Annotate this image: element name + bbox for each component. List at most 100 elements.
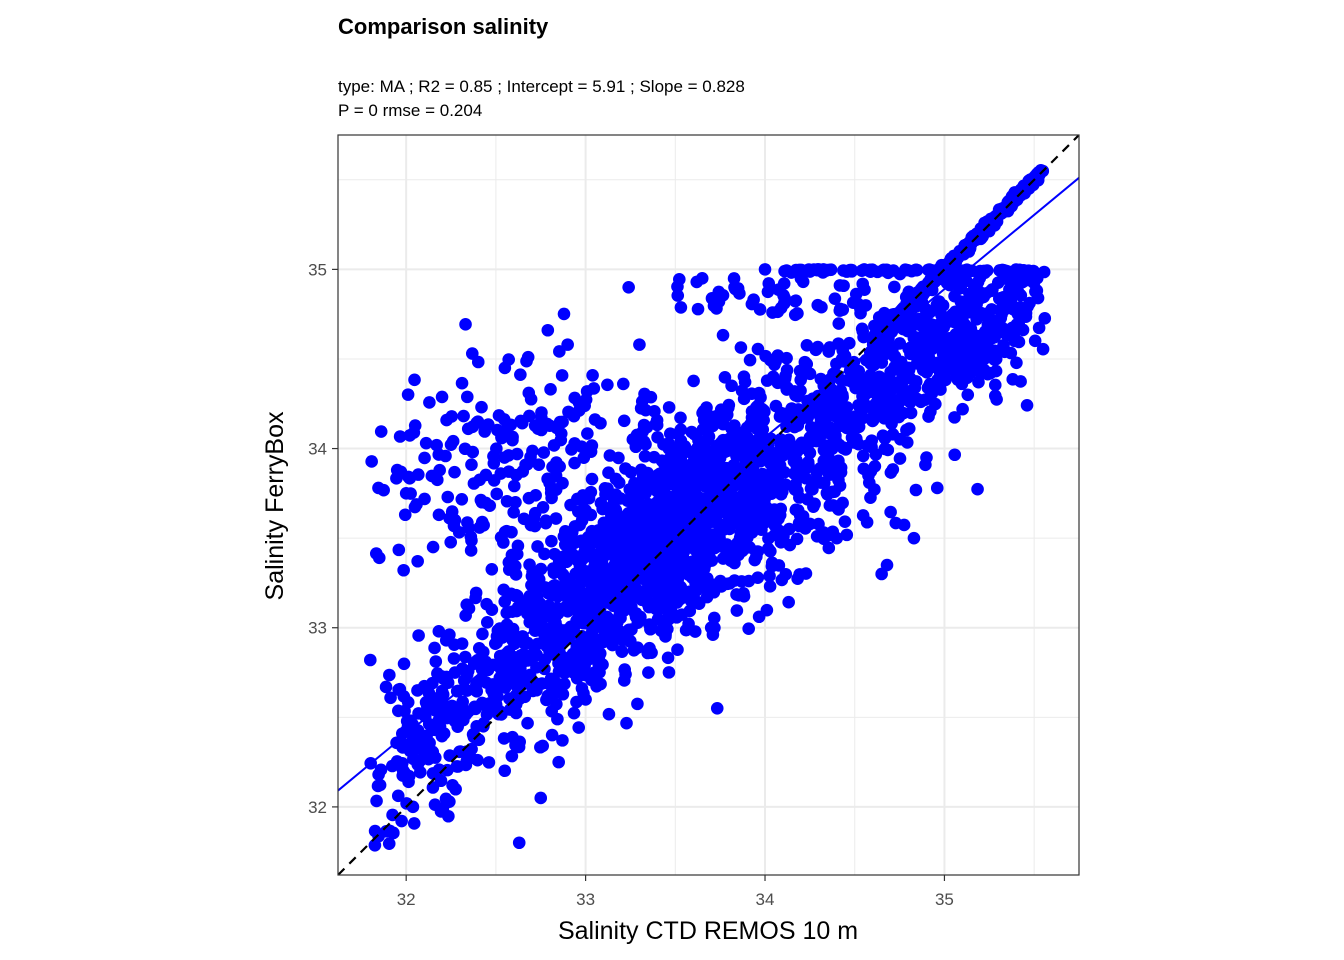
data-point (567, 706, 581, 720)
data-point (923, 377, 937, 391)
data-point (991, 276, 1005, 289)
data-point (925, 283, 939, 297)
data-point (812, 263, 826, 276)
data-point (726, 494, 740, 508)
data-point (615, 645, 629, 658)
data-point (930, 301, 943, 315)
data-point (674, 411, 687, 425)
data-point (480, 597, 493, 611)
data-point (908, 381, 922, 395)
data-point (683, 604, 697, 618)
data-point (505, 548, 519, 562)
data-point (758, 263, 772, 276)
data-point (617, 414, 631, 428)
data-point (822, 345, 836, 358)
data-point (800, 437, 814, 451)
data-point (461, 516, 474, 529)
data-point (739, 511, 753, 525)
data-point (888, 350, 901, 363)
data-point (549, 483, 563, 496)
data-point (592, 613, 605, 626)
data-point (582, 616, 595, 630)
data-point (706, 470, 720, 484)
data-point (1014, 375, 1027, 388)
data-point (643, 618, 656, 631)
data-point (751, 404, 765, 417)
data-point (392, 543, 406, 557)
data-point (854, 306, 867, 320)
data-point (772, 559, 786, 572)
data-point (772, 283, 785, 297)
data-point (548, 579, 562, 592)
data-point (439, 634, 453, 647)
data-point (793, 509, 807, 522)
data-point (536, 500, 550, 514)
data-point (672, 494, 685, 507)
data-point (657, 438, 670, 451)
data-point (835, 352, 849, 366)
data-point (429, 655, 443, 668)
data-point (973, 285, 986, 299)
data-point (638, 563, 652, 577)
y-tick-label: 32 (308, 798, 327, 817)
data-point (803, 367, 817, 381)
data-point (398, 508, 412, 522)
data-point (849, 432, 863, 446)
data-point (408, 373, 421, 387)
data-point (1018, 186, 1031, 200)
data-point (781, 437, 794, 451)
data-point (469, 591, 482, 605)
data-point (602, 466, 615, 480)
data-point (432, 625, 446, 638)
data-point (728, 574, 741, 587)
data-point (561, 338, 574, 351)
data-point (546, 562, 560, 575)
y-tick-label: 35 (308, 260, 327, 279)
data-point (671, 643, 684, 657)
data-point (500, 646, 514, 660)
data-point (465, 534, 478, 547)
data-point (547, 648, 561, 662)
data-point (1037, 265, 1051, 279)
axis-ticks: 32 33 34 35 32 33 34 35 (308, 260, 954, 909)
data-point (895, 377, 908, 390)
data-point (798, 355, 812, 369)
data-point (820, 486, 834, 500)
data-point (735, 384, 749, 398)
data-point (729, 510, 742, 524)
data-point (553, 345, 566, 358)
data-point (646, 597, 660, 611)
data-point (779, 369, 792, 383)
data-point (837, 279, 850, 293)
data-point (570, 639, 584, 653)
data-point (401, 388, 415, 401)
data-point (422, 686, 436, 700)
data-point (521, 636, 534, 650)
data-point (639, 545, 653, 559)
data-point (741, 433, 755, 446)
data-point (682, 585, 696, 599)
data-point (836, 496, 849, 510)
data-point (433, 709, 447, 723)
data-point (432, 508, 446, 522)
data-point (702, 495, 715, 509)
data-point (511, 589, 524, 603)
data-point (697, 449, 710, 462)
data-point (760, 374, 774, 387)
data-point (549, 616, 562, 629)
data-point (893, 337, 907, 350)
data-point (548, 547, 561, 561)
data-point (881, 443, 895, 457)
data-point (854, 381, 867, 394)
data-point (1020, 398, 1034, 412)
data-point (693, 571, 706, 585)
data-point (726, 468, 740, 481)
data-point (961, 388, 975, 402)
data-point (505, 749, 519, 763)
data-point (1012, 335, 1026, 349)
data-point (502, 563, 516, 576)
data-point (540, 417, 554, 431)
data-point (398, 766, 411, 779)
data-point (1021, 273, 1035, 287)
data-point (498, 665, 512, 679)
